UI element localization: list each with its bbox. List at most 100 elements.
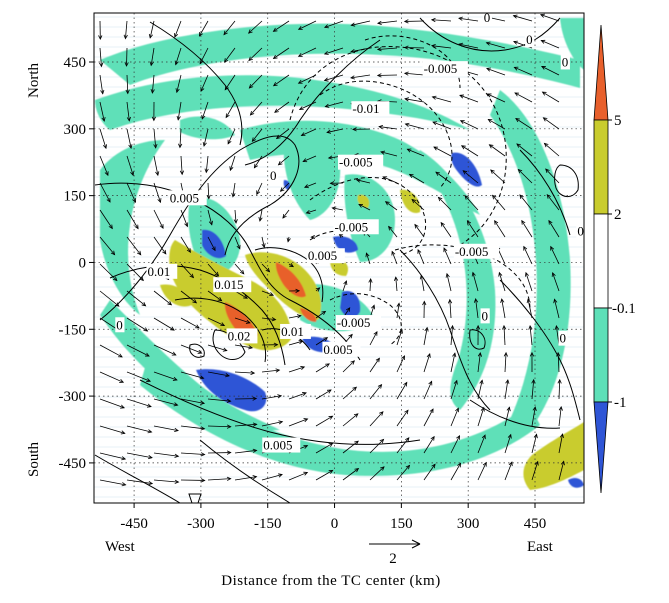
wind-arrowhead (551, 271, 556, 277)
contour-label-bg (422, 61, 468, 77)
wind-arrowhead (200, 400, 206, 405)
contour-label: -0.01 (352, 101, 379, 116)
wind-arrow (126, 398, 152, 407)
wind-arrow (440, 222, 452, 238)
colorbar-label-neg-1: -1 (614, 395, 627, 411)
contour-label: -0.005 (424, 61, 458, 76)
wind-arrow (99, 236, 115, 255)
wind-arrow (180, 317, 200, 329)
wind-arrowhead (355, 178, 361, 183)
wind-arrowhead (174, 60, 179, 66)
wind-arrow (234, 371, 255, 374)
wind-arrow (396, 382, 408, 400)
wind-arrowhead (358, 203, 364, 208)
colorbar-label-5: 5 (614, 113, 622, 129)
wind-arrow (261, 263, 270, 273)
x-tick-label: 300 (457, 516, 480, 532)
wind-arrowhead (279, 187, 285, 192)
contour-neg-0.005-c (329, 293, 402, 346)
wind-arrow (515, 118, 533, 130)
wind-arrow (261, 421, 283, 427)
contour-label-bg (560, 54, 570, 70)
blue-patch-east-edge (568, 477, 584, 488)
wind-arrowhead (491, 194, 497, 200)
wind-arrow (396, 303, 400, 319)
wind-arrowhead (560, 460, 565, 466)
wind-arrow (261, 236, 265, 248)
blue-patch-west (202, 229, 226, 259)
wind-arrowhead (445, 272, 450, 278)
contour-label-bg (262, 437, 301, 453)
wind-arrowhead (422, 300, 427, 306)
x-tick-label: 0 (331, 516, 339, 532)
wind-arrow (450, 463, 461, 481)
wind-arrowhead (533, 433, 538, 439)
wind-arrow (548, 220, 560, 238)
wind-arrowhead (443, 247, 448, 253)
wind-arrow (180, 155, 183, 175)
wind-arrow (149, 20, 155, 38)
wind-arrow (450, 325, 453, 346)
wind-arrow (288, 315, 301, 319)
contour-label: 0 (484, 10, 491, 25)
wind-arrowhead (540, 65, 546, 70)
wind-arrow (518, 169, 533, 184)
wind-arrow (99, 290, 120, 307)
contour-label-bg (576, 223, 584, 239)
wind-arrow (558, 434, 563, 454)
wind-arrowhead (278, 473, 283, 478)
wind-arrowhead (403, 45, 409, 50)
wind-arrow (527, 299, 533, 319)
wind-arrow (540, 14, 560, 22)
wind-arrowhead (431, 463, 436, 469)
colorbar-band-orange (593, 24, 609, 121)
wind-arrow (126, 236, 142, 255)
wind-arrowhead (371, 304, 376, 310)
wind-arrowhead (277, 394, 283, 399)
wind-arrow (299, 101, 317, 110)
wind-arrow (475, 298, 479, 319)
wind-arrow (498, 272, 506, 292)
wind-arrowhead (323, 50, 329, 55)
wind-arrowhead (391, 250, 396, 256)
wind-arrowhead (430, 17, 436, 23)
wind-arrow (519, 194, 533, 211)
yellow-patch-mid (330, 259, 349, 276)
contour-label-bg (482, 13, 492, 25)
wind-arrowhead (328, 442, 334, 447)
wind-arrow (489, 144, 506, 157)
wind-arrowhead (350, 75, 355, 80)
wind-arrowhead (521, 219, 526, 225)
wind-arrow (446, 273, 452, 292)
wind-arrowhead (124, 62, 129, 67)
wind-arrowhead (321, 310, 327, 316)
wind-arrowhead (437, 196, 443, 202)
contour-label-bg (525, 32, 535, 48)
wind-arrow (126, 371, 151, 382)
wind-arrow (151, 74, 155, 93)
wind-arrowhead (408, 173, 414, 178)
wind-arrowhead (404, 409, 409, 415)
wind-arrowhead (505, 379, 510, 384)
teal-band-northwest (95, 75, 470, 130)
wind-arrowhead (348, 333, 353, 339)
wind-arrowhead (222, 347, 228, 352)
wind-arrow (99, 371, 124, 383)
wind-arrowhead (375, 357, 380, 363)
wind-arrowhead (227, 139, 232, 145)
wind-arrow (234, 476, 257, 481)
wind-arrow (350, 74, 371, 79)
wind-arrowhead (143, 327, 149, 332)
south-label: South (26, 441, 42, 477)
wind-arrow (298, 20, 317, 30)
wind-arrowhead (300, 132, 306, 137)
wind-arrow (207, 344, 227, 352)
contour-label-bg (558, 330, 568, 346)
wind-arrow (126, 263, 144, 281)
wind-arrowhead (403, 381, 408, 387)
wind-arrowhead (519, 194, 524, 200)
wind-arrowhead (272, 27, 278, 32)
wind-arrowhead (553, 298, 558, 304)
y-tick-label: 450 (64, 55, 87, 71)
wind-arrow (552, 272, 560, 292)
